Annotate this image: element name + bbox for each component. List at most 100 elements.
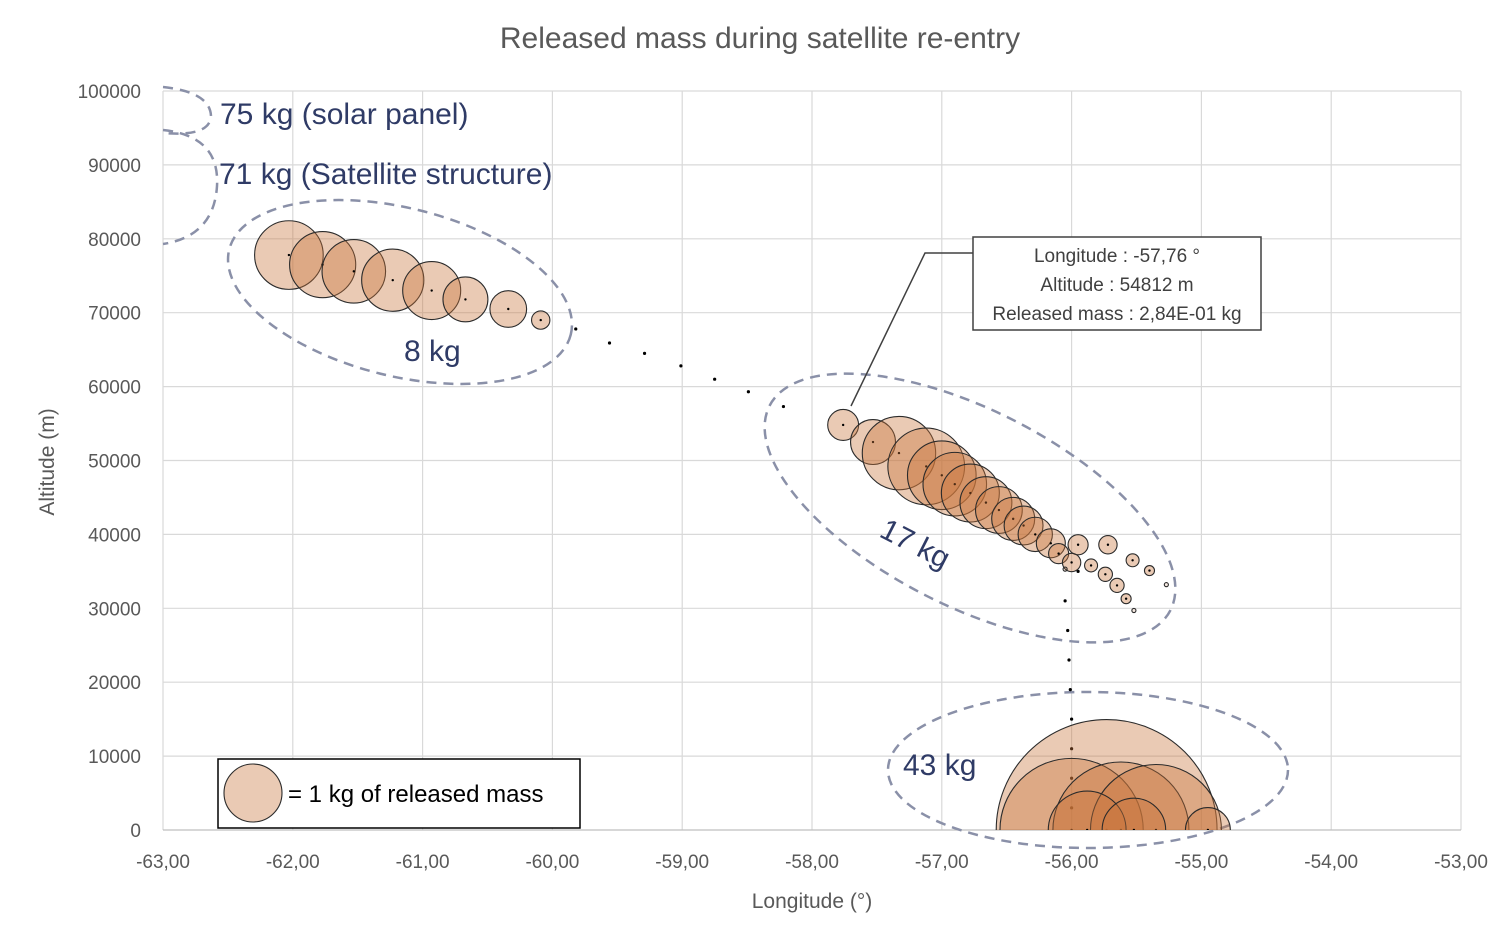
bubble-center-dot: [1131, 559, 1134, 562]
bubble-center-dot: [1119, 828, 1123, 830]
x-axis-title: Longitude (°): [752, 890, 872, 913]
x-tick-label: -63,00: [136, 852, 190, 873]
trajectory-point: [1066, 628, 1070, 633]
y-tick-label: 100000: [78, 82, 141, 103]
bubble-center-dot: [1057, 552, 1060, 555]
annotation-8kg: 8 kg: [404, 335, 461, 368]
bubble-43kg: [1184, 806, 1231, 830]
x-tick-label: -58,00: [785, 852, 839, 873]
bubble-center-dot: [352, 270, 356, 273]
x-tick-label: -59,00: [655, 852, 709, 873]
bubble-center-dot: [1132, 828, 1136, 830]
tooltip-longitude: Longitude : -57,76 °: [1034, 246, 1200, 267]
annotation-43kg: 43 kg: [903, 749, 976, 782]
x-tick-label: -56,00: [1045, 852, 1099, 873]
trajectory-point: [1070, 806, 1074, 810]
bubble-center-dot: [1154, 828, 1158, 830]
tooltip-altitude: Altitude : 54812 m: [1040, 275, 1193, 296]
tooltip-box: [972, 236, 1262, 331]
trajectory-point: [1063, 599, 1067, 603]
bubble-43kg: [1089, 763, 1222, 830]
bubble-center-dot: [1124, 597, 1128, 600]
data-tooltip: Longitude : -57,76 ° Altitude : 54812 m …: [850, 236, 1262, 407]
bubble-center-dot: [925, 465, 928, 468]
bubble-center-dot: [1115, 584, 1119, 587]
annotation-17kg: 17 kg: [875, 513, 955, 576]
y-tick-label: 40000: [88, 525, 141, 546]
y-tick-label: 60000: [88, 378, 141, 399]
x-tick-label: -57,00: [915, 852, 969, 873]
bubble-center-dot: [1049, 542, 1053, 545]
bubble-center-dot: [1206, 828, 1210, 830]
annotation-satellite-structure: 71 kg (Satellite structure): [219, 158, 552, 191]
trajectory-point: [713, 377, 717, 381]
bubble-43kg: [1101, 797, 1167, 830]
bubble-center-dot: [430, 289, 433, 292]
legend-box: [217, 758, 581, 829]
y-tick-label: 90000: [88, 156, 141, 177]
bubble-center-dot: [940, 474, 943, 477]
solar-panel-ellipse: [162, 85, 213, 135]
bubble-center-dot: [997, 508, 1001, 512]
x-tick-label: -54,00: [1304, 852, 1358, 873]
bubble-center-dot: [897, 451, 901, 455]
trajectory-dots: [574, 327, 1080, 810]
tick-labels: -63,00 -62,00 -61,00 -60,00 -59,00 -58,00 -57,…: [78, 82, 1488, 873]
bubble-center-dot: [871, 440, 875, 444]
bubble-17kg: [1163, 582, 1169, 588]
bubble-17kg: [1131, 607, 1137, 614]
chart-title: Released mass during satellite re-entry: [500, 22, 1020, 55]
legend-label: = 1 kg of released mass: [288, 781, 543, 808]
group-ellipses: [162, 85, 1290, 850]
bubble-center-dot: [1070, 828, 1073, 830]
x-tick-label: -53,00: [1434, 852, 1488, 873]
trajectory-point: [1067, 658, 1071, 662]
trajectory-point: [1068, 687, 1072, 692]
bubble-43kg: [995, 719, 1218, 830]
trajectory-point: [1070, 747, 1074, 751]
trajectory-point: [781, 404, 786, 409]
bubble-center-dot: [1106, 543, 1110, 546]
trajectory-point: [642, 351, 647, 355]
bubble-center-dot: [287, 253, 291, 257]
bubble-center-dot: [1034, 533, 1037, 536]
y-tick-label: 20000: [88, 673, 141, 694]
y-tick-label: 50000: [88, 452, 141, 473]
x-tick-label: -55,00: [1174, 852, 1228, 873]
tooltip-leader-line: [850, 252, 973, 407]
bubble-43kg: [1047, 790, 1127, 830]
bubble-center-dot: [464, 298, 467, 301]
bubble-center-dot: [1070, 561, 1073, 564]
y-axis-title: Altitude (m): [36, 408, 59, 515]
bubble-center-dot: [1076, 543, 1080, 546]
bubble-center-dot: [984, 501, 988, 504]
y-tick-label: 70000: [88, 304, 141, 325]
trajectory-point: [607, 341, 612, 345]
bubble-center-dot: [953, 482, 956, 486]
x-tick-label: -61,00: [396, 852, 450, 873]
y-tick-label: 10000: [88, 747, 141, 768]
trajectory-point: [1076, 569, 1080, 573]
group-8kg-ellipse: [226, 198, 574, 386]
y-tick-label: 80000: [88, 230, 141, 251]
trajectory-point: [679, 364, 683, 368]
annotation-solar-panel: 75 kg (solar panel): [220, 98, 468, 131]
x-tick-label: -60,00: [525, 852, 579, 873]
bubble-center-dot: [1022, 524, 1025, 527]
bubble-center-dot: [539, 318, 542, 322]
group-17kg-ellipse: [763, 372, 1177, 644]
bubble-43kg: [1052, 761, 1190, 830]
bubble-center-dot: [507, 307, 510, 311]
bubbles: [254, 220, 1231, 830]
y-tick-label: 0: [130, 821, 141, 842]
bubble-center-dot: [1085, 828, 1089, 830]
trajectory-point: [1070, 776, 1074, 780]
legend: = 1 kg of released mass: [217, 758, 581, 829]
bubble-center-dot: [1089, 564, 1093, 567]
tooltip-released-mass: Released mass : 2,84E-01 kg: [992, 304, 1241, 325]
bubble-center-dot: [1105, 828, 1108, 830]
y-tick-label: 30000: [88, 599, 141, 620]
trajectory-point: [574, 327, 578, 331]
trajectory-point: [1070, 717, 1074, 721]
